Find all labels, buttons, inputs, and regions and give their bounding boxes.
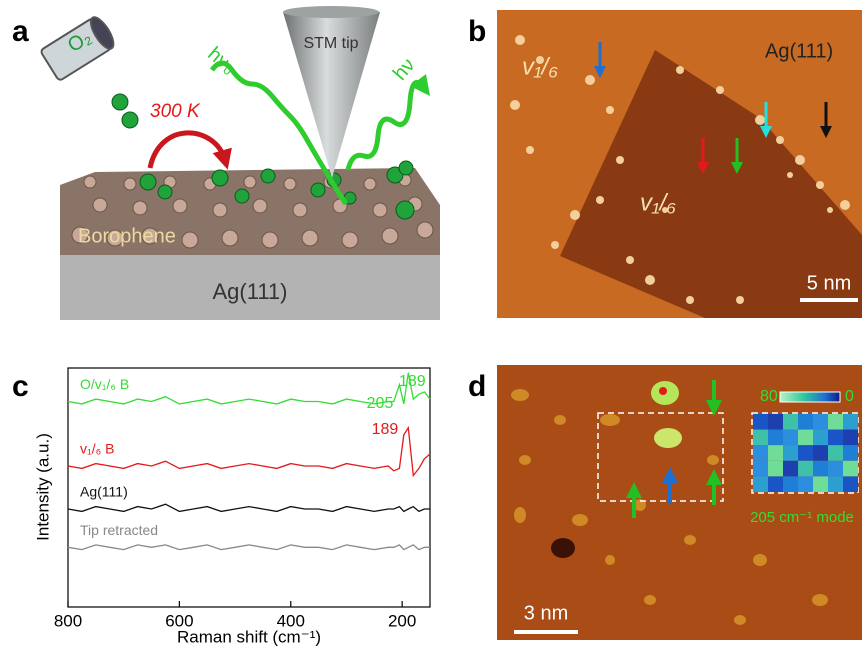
phase-label: v₁/₆	[640, 189, 676, 216]
map-cell	[843, 461, 858, 477]
map-cell	[768, 430, 783, 446]
series-label: O/v₁/₆ B	[80, 376, 129, 392]
scattered-light	[348, 82, 424, 170]
bright-molecule	[654, 428, 682, 448]
scale-bar-label: 3 nm	[524, 602, 568, 624]
map-cell	[843, 414, 858, 430]
map-cell	[828, 430, 843, 446]
raman-map	[753, 414, 858, 492]
map-cell	[813, 476, 828, 492]
map-cell	[783, 461, 798, 477]
map-cell	[753, 461, 768, 477]
colorbar-min: 0	[845, 388, 854, 405]
map-cell	[798, 445, 813, 461]
schematic: O₂ 300 K STM tip hν₀ hν Borophene Ag(111…	[40, 6, 440, 320]
peak-label: 189	[399, 373, 426, 390]
tip-label: STM tip	[303, 35, 358, 52]
x-tick-label: 400	[277, 611, 305, 630]
series-label: v₁/₆ B	[80, 441, 115, 457]
map-cell	[813, 461, 828, 477]
bright-center	[659, 387, 667, 395]
map-cell	[828, 414, 843, 430]
map-cell	[783, 430, 798, 446]
figure: a b c d O₂ 300 K STM tip hν₀ hν Borophen…	[0, 0, 864, 648]
peak-label: 189	[372, 421, 399, 438]
colorbar-max: 80	[760, 388, 778, 405]
map-label: 205 cm⁻¹ mode	[750, 509, 854, 526]
map-cell	[798, 430, 813, 446]
map-cell	[753, 414, 768, 430]
map-cell	[828, 445, 843, 461]
map-cell	[828, 476, 843, 492]
x-tick-label: 600	[165, 611, 193, 630]
scale-bar-label: 5 nm	[807, 272, 851, 294]
peak-label: 205	[367, 395, 394, 412]
layer-label: Borophene	[78, 225, 176, 247]
map-cell	[813, 430, 828, 446]
map-cell	[768, 445, 783, 461]
map-cell	[843, 445, 858, 461]
series-label: Tip retracted	[80, 522, 158, 538]
panel-label: c	[12, 370, 29, 403]
vacancy	[551, 538, 575, 558]
map-cell	[753, 430, 768, 446]
map-cell	[783, 476, 798, 492]
map-cell	[768, 414, 783, 430]
y-axis-label: Intensity (a.u.)	[33, 433, 52, 541]
map-cell	[828, 461, 843, 477]
x-tick-label: 200	[388, 611, 416, 630]
panel-label: d	[468, 370, 486, 403]
x-tick-label: 800	[54, 611, 82, 630]
substrate-label: Ag(111)	[765, 40, 833, 62]
map-cell	[768, 476, 783, 492]
hop-arrow	[150, 133, 225, 168]
map-cell	[813, 414, 828, 430]
map-cell	[843, 430, 858, 446]
stm-tip-top	[283, 6, 379, 18]
map-cell	[753, 476, 768, 492]
spectrum	[68, 504, 430, 511]
temperature-label: 300 K	[150, 101, 201, 122]
colorbar	[780, 392, 840, 402]
map-cell	[798, 476, 813, 492]
map-cell	[813, 445, 828, 461]
map-cell	[843, 476, 858, 492]
stm-image: 80 0 205 cm⁻¹ mode 3 nm	[497, 365, 862, 640]
map-cell	[783, 414, 798, 430]
stm-background	[497, 365, 862, 640]
stm-image: v₁/₆ v₁/₆ Ag(111) 5 nm	[497, 10, 862, 318]
panel-label: b	[468, 15, 486, 48]
series-label: Ag(111)	[80, 484, 128, 500]
map-cell	[798, 461, 813, 477]
spectrum	[68, 545, 430, 550]
map-cell	[768, 461, 783, 477]
panel-label: a	[12, 15, 29, 48]
map-cell	[798, 414, 813, 430]
scattered-light-label: hν	[389, 54, 419, 84]
substrate-label: Ag(111)	[212, 279, 287, 304]
map-cell	[783, 445, 798, 461]
map-cell	[753, 445, 768, 461]
phase-label: v₁/₆	[522, 53, 558, 80]
